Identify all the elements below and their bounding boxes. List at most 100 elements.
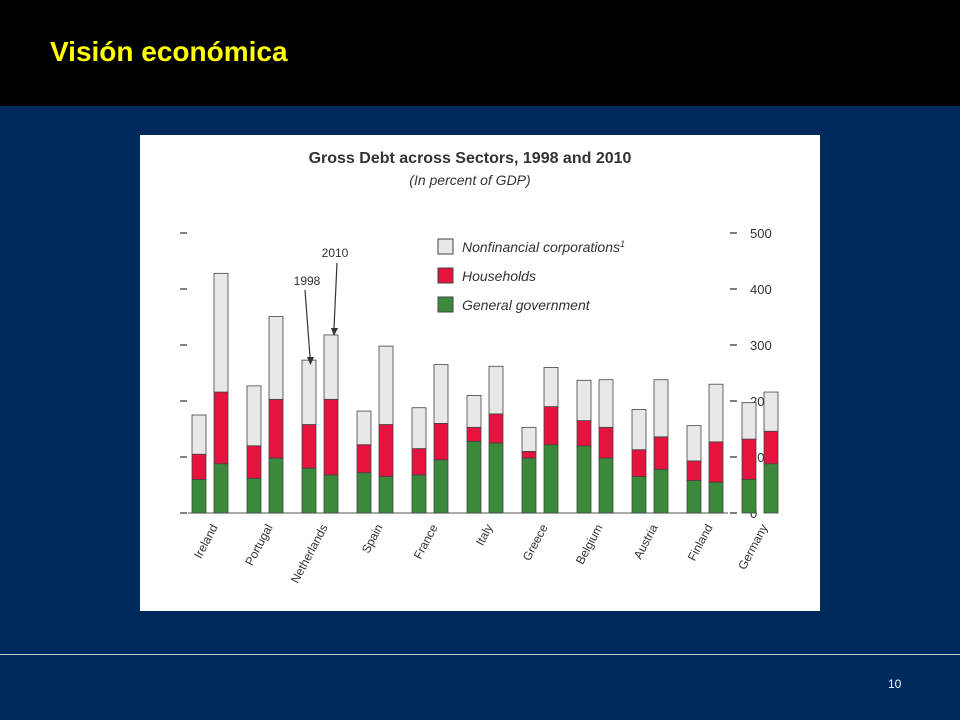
category-label: Portugal bbox=[242, 522, 275, 568]
bar-segment-households bbox=[411, 448, 427, 476]
bar-segment-general-government bbox=[378, 476, 394, 514]
annotation-arrowhead-1998 bbox=[307, 357, 314, 365]
bar-segment-nonfinancial-corporations bbox=[576, 379, 592, 421]
bar-segment-general-government bbox=[521, 457, 537, 514]
annotation-arrowhead-2010 bbox=[331, 328, 338, 336]
bar-segment-nonfinancial-corporations bbox=[763, 391, 779, 432]
bar-segment-households bbox=[356, 444, 372, 474]
bar-segment-general-government bbox=[631, 476, 647, 514]
bar-segment-general-government bbox=[741, 478, 757, 514]
bar-segment-households bbox=[576, 420, 592, 447]
category-label: Austria bbox=[631, 522, 661, 562]
bar-segment-nonfinancial-corporations bbox=[268, 316, 284, 400]
annotation-1998: 1998 bbox=[294, 274, 321, 288]
legend-superscript: 1 bbox=[620, 239, 625, 249]
bar-segment-nonfinancial-corporations bbox=[213, 272, 229, 393]
bar-segment-nonfinancial-corporations bbox=[488, 365, 504, 415]
bar-segment-households bbox=[191, 453, 207, 480]
annotation-arrow-1998 bbox=[304, 289, 311, 358]
bar-segment-households bbox=[488, 413, 504, 444]
bar-segment-nonfinancial-corporations bbox=[246, 385, 262, 447]
bar-segment-general-government bbox=[301, 467, 317, 514]
bar-segment-general-government bbox=[356, 472, 372, 514]
legend-swatch-general-government bbox=[437, 296, 454, 313]
footer-divider bbox=[0, 654, 960, 655]
chart-panel: Gross Debt across Sectors, 1998 and 2010… bbox=[140, 135, 820, 611]
bar-segment-households bbox=[686, 460, 702, 481]
bar-segment-households bbox=[763, 430, 779, 465]
legend-label-general-government: General government bbox=[462, 297, 591, 313]
annotation-2010: 2010 bbox=[322, 246, 349, 260]
bar-segment-general-government bbox=[191, 478, 207, 514]
bar-segment-general-government bbox=[708, 481, 724, 514]
bar-segment-households bbox=[268, 398, 284, 459]
bar-segment-general-government bbox=[268, 457, 284, 514]
bar-segment-households bbox=[521, 450, 537, 459]
bar-segment-general-government bbox=[213, 463, 229, 514]
bar-segment-general-government bbox=[246, 477, 262, 514]
bar-segment-households bbox=[708, 441, 724, 483]
title-bar bbox=[0, 0, 960, 106]
right-axis-tick-label: 400 bbox=[750, 282, 772, 297]
bar-segment-general-government bbox=[411, 474, 427, 514]
category-label: Netherlands bbox=[288, 522, 331, 586]
bar-segment-households bbox=[653, 436, 669, 470]
right-axis-tick-label: 0 bbox=[750, 506, 757, 521]
category-label: Spain bbox=[359, 522, 386, 556]
bar-segment-general-government bbox=[323, 474, 339, 514]
bar-segment-households bbox=[741, 438, 757, 480]
category-label: France bbox=[411, 522, 441, 562]
bar-segment-nonfinancial-corporations bbox=[323, 334, 339, 400]
bar-segment-nonfinancial-corporations bbox=[686, 425, 702, 462]
debt-chart: Gross Debt across Sectors, 1998 and 2010… bbox=[180, 150, 779, 586]
bar-segment-households bbox=[323, 398, 339, 476]
bar-segment-households bbox=[598, 426, 614, 459]
bar-segment-households bbox=[378, 424, 394, 477]
bar-segment-households bbox=[301, 424, 317, 469]
bar-segment-nonfinancial-corporations bbox=[191, 414, 207, 455]
chart-subtitle: (In percent of GDP) bbox=[409, 172, 530, 188]
bar-segment-nonfinancial-corporations bbox=[543, 366, 559, 407]
bar-segment-general-government bbox=[576, 445, 592, 514]
bar-segment-general-government bbox=[543, 444, 559, 514]
bar-segment-households bbox=[213, 391, 229, 465]
bar-segment-nonfinancial-corporations bbox=[708, 383, 724, 443]
bar-segment-nonfinancial-corporations bbox=[466, 394, 482, 428]
bar-segment-general-government bbox=[433, 459, 449, 514]
bar-segment-general-government bbox=[763, 463, 779, 514]
bar-segment-nonfinancial-corporations bbox=[433, 364, 449, 424]
category-label: Greece bbox=[520, 522, 551, 564]
bar-segment-nonfinancial-corporations bbox=[411, 407, 427, 450]
bar-segment-nonfinancial-corporations bbox=[301, 359, 317, 425]
annotation-arrow-2010 bbox=[333, 262, 338, 329]
bar-segment-households bbox=[433, 422, 449, 461]
bar-segment-nonfinancial-corporations bbox=[631, 408, 647, 451]
bar-segment-nonfinancial-corporations bbox=[356, 410, 372, 446]
chart-title: Gross Debt across Sectors, 1998 and 2010 bbox=[309, 150, 632, 167]
bar-segment-households bbox=[631, 449, 647, 478]
bar-segment-general-government bbox=[653, 468, 669, 514]
bar-segment-general-government bbox=[488, 442, 504, 514]
category-label: Germany bbox=[735, 522, 771, 572]
legend-swatch-households bbox=[437, 267, 454, 284]
right-axis-tick-label: 300 bbox=[750, 338, 772, 353]
legend-label-nonfinancial-corporations: Nonfinancial corporations1 bbox=[462, 239, 625, 255]
legend-swatch-nonfinancial-corporations bbox=[437, 238, 454, 255]
slide-title: Visión económica bbox=[50, 36, 288, 67]
page-number: 10 bbox=[888, 677, 902, 691]
bar-segment-nonfinancial-corporations bbox=[598, 379, 614, 428]
bar-segment-nonfinancial-corporations bbox=[378, 345, 394, 425]
bar-segment-general-government bbox=[598, 457, 614, 514]
bar-segment-households bbox=[543, 406, 559, 446]
category-label: Finland bbox=[685, 522, 716, 563]
category-label: Ireland bbox=[191, 522, 221, 561]
bar-segment-nonfinancial-corporations bbox=[521, 426, 537, 452]
bar-segment-nonfinancial-corporations bbox=[741, 402, 757, 440]
bar-segment-households bbox=[246, 445, 262, 479]
right-axis-tick-label: 500 bbox=[750, 226, 772, 241]
bar-segment-nonfinancial-corporations bbox=[653, 379, 669, 438]
legend-label-households: Households bbox=[462, 268, 536, 284]
bar-segment-general-government bbox=[466, 440, 482, 514]
category-label: Italy bbox=[473, 522, 496, 548]
bar-segment-households bbox=[466, 426, 482, 442]
